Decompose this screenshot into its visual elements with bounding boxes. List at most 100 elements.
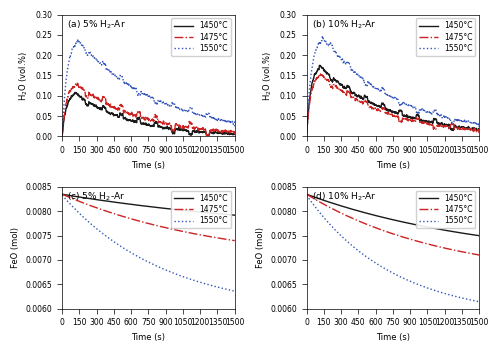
1550°C (317, 211, 323, 215)
1475°C (139, 115, 145, 120)
1475°C (476, 253, 482, 257)
1450°C (206, 134, 212, 138)
1450°C (317, 197, 323, 201)
1475°C (317, 200, 323, 204)
1450°C (80, 196, 86, 200)
1475°C (402, 116, 408, 121)
1475°C (204, 133, 210, 138)
1550°C (384, 268, 390, 272)
1475°C (136, 110, 142, 115)
Y-axis label: H$_2$O (vol.%): H$_2$O (vol.%) (18, 50, 30, 101)
1475°C (476, 131, 482, 135)
1450°C (476, 130, 482, 134)
1550°C (72, 42, 78, 46)
Line: 1550°C: 1550°C (306, 37, 479, 134)
1475°C (304, 132, 310, 136)
Line: 1475°C: 1475°C (306, 194, 479, 255)
1475°C (72, 198, 78, 202)
1475°C (402, 235, 408, 240)
1450°C (402, 114, 408, 118)
1550°C (380, 87, 386, 91)
Line: 1450°C: 1450°C (62, 92, 235, 136)
Line: 1550°C: 1550°C (62, 39, 235, 135)
1450°C (324, 71, 330, 75)
1450°C (380, 215, 386, 220)
1450°C (232, 132, 238, 137)
1450°C (384, 106, 390, 110)
1475°C (380, 228, 386, 233)
1550°C (380, 266, 386, 270)
1550°C (74, 37, 80, 41)
Legend: 1450°C, 1475°C, 1550°C: 1450°C, 1475°C, 1550°C (416, 191, 476, 228)
1550°C (476, 127, 482, 131)
Text: (a) 5% H$_2$-Ar: (a) 5% H$_2$-Ar (68, 18, 126, 31)
X-axis label: Time (s): Time (s) (376, 333, 410, 342)
Line: 1450°C: 1450°C (306, 194, 479, 236)
1450°C (136, 115, 142, 120)
Legend: 1450°C, 1475°C, 1550°C: 1450°C, 1475°C, 1550°C (416, 18, 476, 56)
Line: 1550°C: 1550°C (306, 195, 479, 302)
1450°C (304, 192, 310, 196)
1450°C (377, 104, 383, 108)
Line: 1475°C: 1475°C (62, 83, 235, 136)
1550°C (324, 42, 330, 46)
1450°C (324, 199, 330, 203)
1450°C (317, 64, 323, 68)
1450°C (139, 121, 145, 126)
1450°C (72, 90, 78, 95)
1475°C (380, 106, 386, 110)
1450°C (136, 203, 142, 208)
Y-axis label: H$_2$O (vol.%): H$_2$O (vol.%) (262, 50, 274, 101)
1450°C (72, 194, 78, 198)
1475°C (158, 225, 164, 229)
1550°C (304, 193, 310, 197)
1475°C (59, 192, 65, 196)
1475°C (72, 83, 78, 87)
1550°C (158, 265, 164, 270)
1475°C (232, 132, 238, 136)
1550°C (232, 289, 238, 293)
1550°C (232, 126, 238, 130)
1450°C (59, 133, 65, 137)
1450°C (59, 192, 65, 196)
1450°C (476, 234, 482, 238)
Line: 1450°C: 1450°C (62, 194, 235, 215)
1450°C (232, 213, 238, 217)
X-axis label: Time (s): Time (s) (376, 161, 410, 169)
1550°C (136, 255, 142, 259)
1550°C (402, 277, 408, 281)
1475°C (317, 71, 323, 76)
1550°C (377, 264, 383, 268)
1450°C (80, 97, 86, 101)
1550°C (80, 43, 86, 47)
1550°C (132, 87, 138, 91)
1450°C (384, 216, 390, 220)
1475°C (377, 109, 383, 113)
1475°C (80, 201, 86, 205)
1450°C (72, 90, 78, 95)
1450°C (158, 125, 164, 130)
1450°C (132, 203, 138, 207)
1475°C (73, 81, 79, 85)
Line: 1475°C: 1475°C (62, 194, 235, 241)
1550°C (384, 93, 390, 97)
Legend: 1450°C, 1475°C, 1550°C: 1450°C, 1475°C, 1550°C (171, 191, 231, 228)
1475°C (139, 220, 145, 224)
1450°C (139, 204, 145, 208)
1475°C (324, 204, 330, 208)
1550°C (136, 92, 142, 97)
1550°C (132, 253, 138, 257)
1550°C (139, 257, 145, 261)
Line: 1450°C: 1450°C (306, 65, 479, 136)
X-axis label: Time (s): Time (s) (132, 333, 166, 342)
1550°C (317, 42, 323, 46)
1450°C (132, 120, 138, 124)
1450°C (377, 215, 383, 219)
1475°C (59, 133, 65, 138)
1550°C (139, 92, 145, 96)
1475°C (80, 86, 86, 90)
1450°C (380, 102, 386, 107)
1475°C (324, 78, 330, 82)
1550°C (320, 35, 326, 39)
1475°C (232, 239, 238, 243)
